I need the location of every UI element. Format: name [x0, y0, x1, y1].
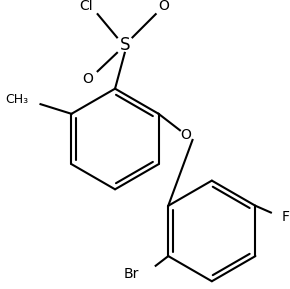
- Text: S: S: [119, 36, 130, 54]
- Text: Br: Br: [124, 266, 139, 281]
- Text: O: O: [180, 128, 191, 142]
- Text: O: O: [83, 72, 93, 86]
- Text: O: O: [158, 0, 169, 13]
- Text: Cl: Cl: [79, 0, 93, 13]
- Text: F: F: [282, 210, 289, 224]
- Text: CH₃: CH₃: [5, 93, 28, 106]
